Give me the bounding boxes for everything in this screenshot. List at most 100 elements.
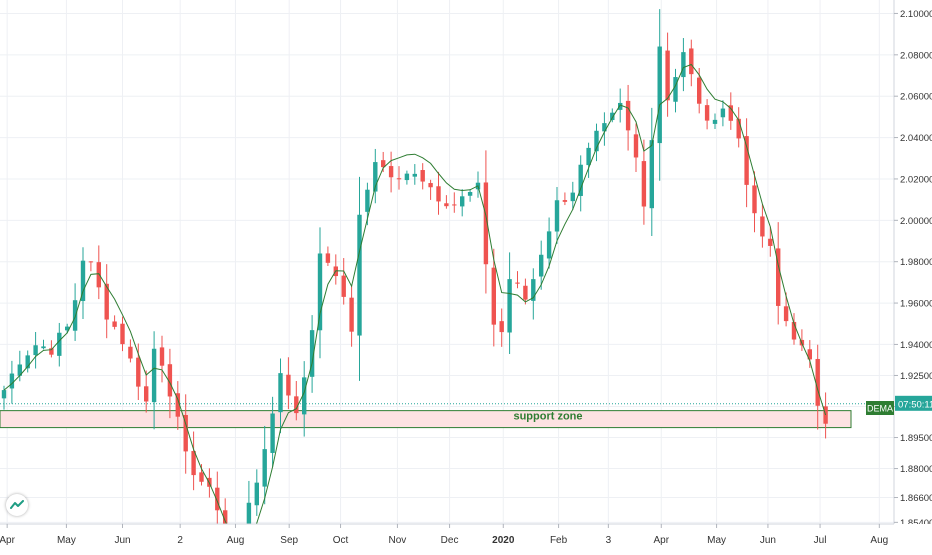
candle <box>317 227 323 359</box>
candle <box>151 331 157 430</box>
candle-body <box>736 118 741 139</box>
candle <box>436 171 441 215</box>
candle-body <box>562 200 568 202</box>
price-axis-bg <box>894 0 932 550</box>
candle-body <box>681 52 686 78</box>
candle <box>309 315 315 393</box>
candle <box>262 425 267 505</box>
tradingview-logo[interactable] <box>6 494 28 516</box>
candle-body <box>254 482 259 506</box>
candle <box>294 381 299 421</box>
candle <box>531 268 536 320</box>
candle-body <box>602 123 607 132</box>
candle <box>562 192 568 206</box>
candle <box>610 108 615 123</box>
x-tick-label: Jul <box>814 535 827 546</box>
y-tick-label: 1.96000 <box>900 299 932 310</box>
x-tick-label: Apr <box>0 535 16 546</box>
candle-body <box>444 203 449 207</box>
candle-body <box>610 112 615 121</box>
candle-body <box>704 105 710 121</box>
candle <box>507 252 512 354</box>
candle-body <box>586 147 591 166</box>
x-tick-label: Jun <box>114 535 130 546</box>
candle-body <box>136 357 141 387</box>
candle-body <box>373 162 378 192</box>
candle-body <box>539 254 544 277</box>
candle <box>499 308 504 347</box>
y-tick-label: 2.06000 <box>900 92 932 103</box>
candle-body <box>783 306 789 322</box>
candle <box>586 142 591 178</box>
candle-body <box>104 283 109 320</box>
candle-body <box>88 261 94 263</box>
candle <box>546 217 552 269</box>
candle-body <box>689 48 694 75</box>
candle-body <box>57 332 62 356</box>
candle <box>349 284 354 347</box>
candle <box>570 181 575 210</box>
candle <box>96 245 101 300</box>
candle-body <box>41 346 46 349</box>
candle-body <box>633 134 639 158</box>
candle <box>578 155 583 212</box>
candle-body <box>436 186 441 202</box>
candle-body <box>49 348 54 355</box>
candle-body <box>80 260 86 302</box>
candle <box>357 176 362 381</box>
candle-body <box>728 105 733 121</box>
candle-body <box>657 46 662 144</box>
candle-body <box>341 275 346 297</box>
candle <box>341 258 346 305</box>
candle <box>302 361 307 437</box>
candle-body <box>278 373 283 413</box>
candle <box>286 357 291 410</box>
candle-body <box>270 413 275 453</box>
candle-body <box>807 349 812 360</box>
candle <box>112 315 117 330</box>
candle-body <box>673 77 678 102</box>
candle-body <box>144 386 149 402</box>
x-tick-label: 2 <box>177 535 183 546</box>
candle <box>57 322 62 367</box>
candle <box>444 195 449 209</box>
candle <box>278 358 283 434</box>
candle <box>712 113 718 129</box>
x-tick-label: Aug <box>870 535 888 546</box>
dema-line <box>3 63 827 549</box>
candle <box>373 148 378 204</box>
x-tick-label: Oct <box>333 535 349 546</box>
candle-body <box>531 279 536 301</box>
y-tick-label: 2.08000 <box>900 50 932 61</box>
candle-body <box>641 161 647 207</box>
candle <box>120 316 125 352</box>
candle <box>175 381 180 430</box>
candle-body <box>523 285 528 300</box>
candle <box>333 254 338 285</box>
y-tick-label: 2.04000 <box>900 133 932 144</box>
time-axis-bg <box>0 524 932 550</box>
grid-lines <box>0 0 894 524</box>
candle-body <box>388 166 394 178</box>
tradingview-logo-icon <box>10 500 24 509</box>
candle-body <box>215 487 220 511</box>
x-tick-label: May <box>707 535 726 546</box>
candle <box>33 332 38 369</box>
candle <box>704 99 710 130</box>
x-tick-label: Feb <box>550 535 568 546</box>
candle <box>625 84 631 151</box>
candle <box>420 163 425 190</box>
candle <box>744 118 749 208</box>
candle <box>144 370 149 413</box>
candle-body <box>120 323 125 345</box>
candle-body <box>325 253 331 263</box>
candle-body <box>554 200 560 232</box>
candle <box>483 150 489 294</box>
candle <box>649 107 654 236</box>
candle-body <box>365 189 370 212</box>
candle-body <box>570 192 575 202</box>
candle-body <box>515 282 520 284</box>
candle <box>515 271 520 289</box>
